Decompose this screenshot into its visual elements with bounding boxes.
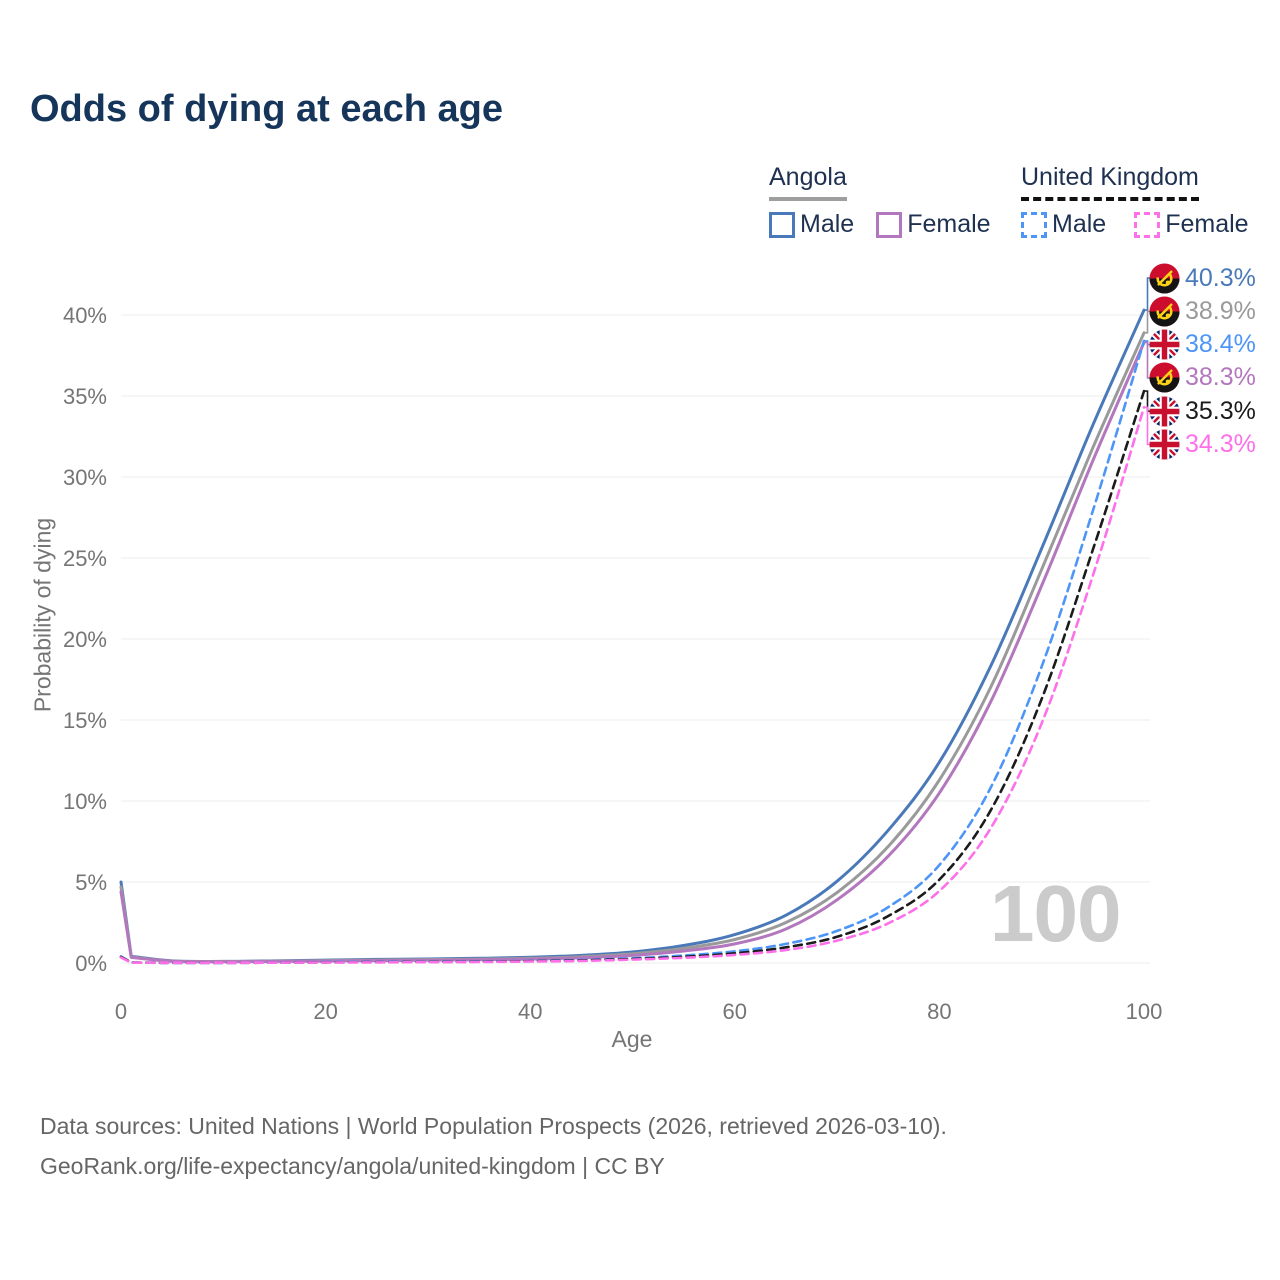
legend-label-angola-female[interactable]: Female (907, 210, 991, 238)
legend-group-title-united-kingdom[interactable]: United Kingdom (1021, 163, 1199, 201)
y-tick-label: 40% (63, 303, 107, 328)
end-label-value: 38.3% (1185, 363, 1256, 392)
end-label-value: 38.9% (1185, 296, 1256, 325)
legend-group-title-angola[interactable]: Angola (769, 163, 847, 201)
end-label-angola-female: 38.3% (1149, 362, 1256, 394)
y-tick-label: 10% (63, 789, 107, 814)
end-label-angola-both-sexes: 38.9% (1149, 295, 1256, 327)
y-tick-label: 20% (63, 627, 107, 652)
x-tick-label: 40 (518, 999, 542, 1024)
y-tick-label: 15% (63, 708, 107, 733)
legend-group-united-kingdom: United Kingdom Male Female (1021, 163, 1249, 239)
x-tick-label: 0 (115, 999, 127, 1024)
end-label-connector (1144, 341, 1151, 379)
angola-flag-icon (1149, 295, 1180, 327)
legend-swatch-uk-male[interactable] (1021, 211, 1047, 238)
y-axis-title: Probability of dying (29, 517, 56, 713)
legend-label-angola-male[interactable]: Male (800, 210, 855, 238)
y-tick-label: 30% (63, 465, 107, 490)
footer-url-line: GeoRank.org/life-expectancy/angola/unite… (40, 1153, 665, 1179)
legend-label-uk-female[interactable]: Female (1165, 210, 1249, 238)
x-tick-label: 60 (723, 999, 747, 1024)
angola-flag-icon (1149, 362, 1180, 394)
x-tick-label: 80 (927, 999, 951, 1024)
end-label-united-kingdom-both-sexes: 35.3% (1149, 395, 1256, 427)
legend-swatch-angola-male[interactable] (769, 211, 795, 238)
end-label-connector (1144, 390, 1151, 412)
end-label-value: 40.3% (1185, 263, 1256, 292)
end-label-united-kingdom-female: 34.3% (1149, 429, 1256, 461)
y-tick-label: 0% (75, 951, 107, 976)
y-tick-label: 5% (75, 870, 107, 895)
legend-swatch-uk-female[interactable] (1134, 211, 1161, 238)
x-axis-title: Age (611, 1026, 653, 1052)
end-label-value: 38.4% (1185, 330, 1256, 359)
end-label-value: 35.3% (1185, 396, 1256, 425)
page-title: Odds of dying at each age (30, 88, 503, 130)
angola-flag-icon (1149, 262, 1180, 294)
uk-flag-icon (1149, 329, 1180, 360)
end-label-connector (1144, 310, 1151, 334)
footer-sources-line: Data sources: United Nations | World Pop… (40, 1113, 947, 1139)
end-label-connector (1144, 277, 1151, 311)
legend-label-uk-male[interactable]: Male (1052, 210, 1107, 238)
x-tick-label: 20 (313, 999, 337, 1024)
legend-swatch-angola-female[interactable] (876, 211, 903, 238)
uk-flag-icon (1149, 429, 1180, 460)
series-line-angola-male (119, 308, 1146, 963)
series-line-united-kingdom-female (119, 406, 1146, 965)
end-label-connector (1144, 406, 1151, 446)
end-label-value: 34.3% (1185, 430, 1256, 458)
legend-group-angola: Angola Male Female (769, 163, 991, 239)
y-tick-label: 35% (63, 384, 107, 409)
footer: Data sources: United Nations | World Pop… (40, 1106, 947, 1186)
y-tick-label: 25% (63, 546, 107, 571)
end-label-angola-male: 40.3% (1149, 262, 1256, 294)
uk-flag-icon (1149, 396, 1180, 427)
hover-age-watermark: 100 (990, 869, 1121, 958)
end-label-united-kingdom-male: 38.4% (1149, 329, 1256, 361)
x-tick-label: 100 (1126, 999, 1163, 1024)
